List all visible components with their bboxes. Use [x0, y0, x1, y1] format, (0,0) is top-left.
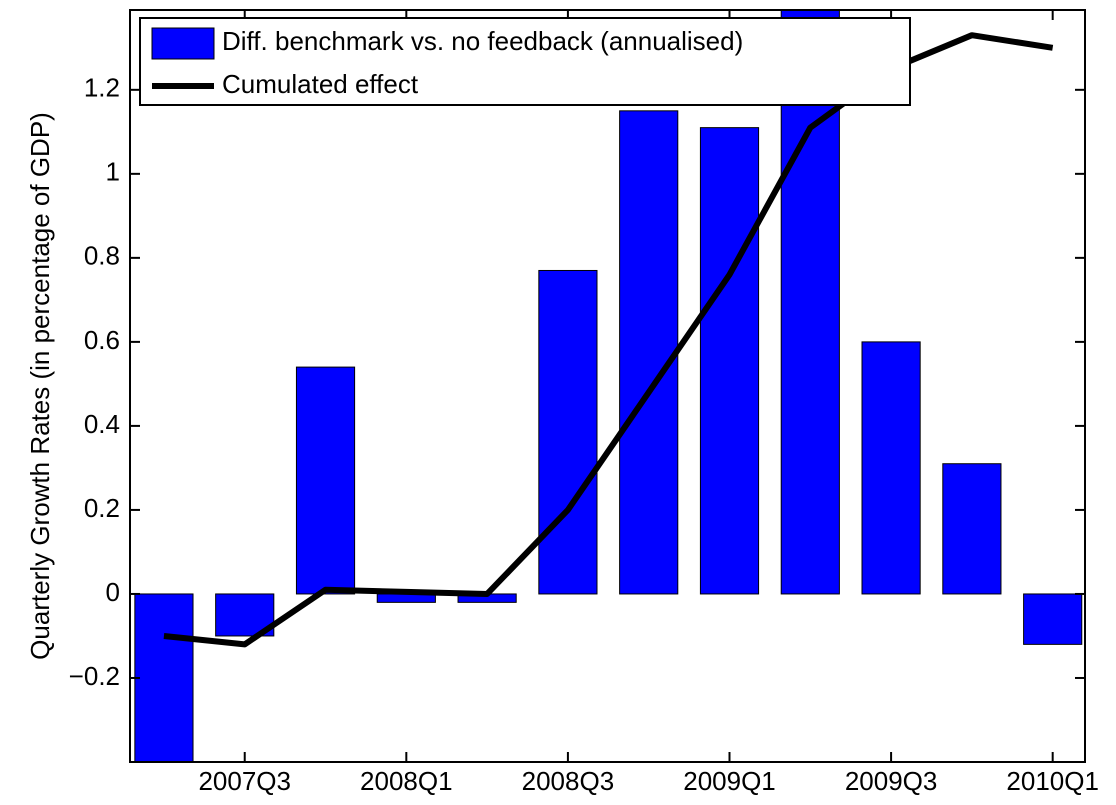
bar — [942, 463, 1002, 595]
legend-label: Diff. benchmark vs. no feedback (annuali… — [222, 26, 743, 56]
y-tick-label: 1.2 — [84, 73, 120, 103]
x-tick-label: 2008Q1 — [360, 766, 453, 796]
bar — [538, 269, 598, 595]
y-axis-label: Quarterly Growth Rates (in percentage of… — [25, 112, 55, 660]
x-tick-label: 2010Q1 — [1006, 766, 1099, 796]
bar — [134, 593, 194, 762]
legend-box — [139, 17, 911, 106]
x-tick-label: 2007Q3 — [198, 766, 291, 796]
bar — [1023, 593, 1083, 645]
legend: Diff. benchmark vs. no feedback (annuali… — [139, 17, 911, 106]
x-tick-label: 2009Q1 — [683, 766, 776, 796]
bar — [295, 366, 356, 595]
y-tick-label: 0 — [106, 577, 120, 607]
bar — [780, 10, 840, 595]
x-tick-label: 2008Q3 — [522, 766, 615, 796]
bar — [619, 110, 679, 595]
axes: −0.2 0 0.2 0.4 0.6 0.8 1 1.2 2007Q3 2008Q1 2008Q3 2… — [69, 9, 1099, 796]
y-tick-label: 0.6 — [84, 325, 120, 355]
y-tick-label: −0.2 — [69, 661, 120, 691]
y-tick-label: 0.8 — [84, 241, 120, 271]
y-tick-label: 0.2 — [84, 493, 120, 523]
plot-area — [134, 10, 1083, 762]
legend-label: Cumulated effect — [222, 69, 419, 99]
x-tick-label: 2009Q3 — [845, 766, 938, 796]
axes-box — [129, 9, 1086, 763]
bar — [861, 341, 921, 595]
bar — [699, 127, 760, 595]
y-tick-label: 0.4 — [84, 409, 120, 439]
legend-swatch — [151, 27, 215, 60]
y-tick-label: 1 — [106, 157, 120, 187]
